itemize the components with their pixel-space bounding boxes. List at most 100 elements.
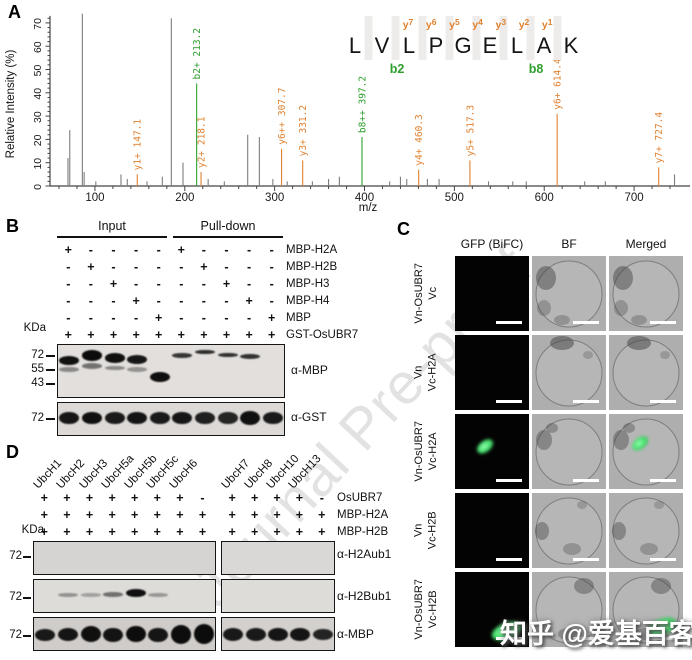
bifc-merged-image xyxy=(609,335,683,410)
blot-band xyxy=(104,353,125,363)
zhihu-watermark: 知乎 @爱基百客 xyxy=(500,619,692,649)
plus-minus-cell: - xyxy=(200,491,205,505)
chloroplast-smudge xyxy=(583,351,593,359)
peak-label-b2+: b2+ 213.2 xyxy=(192,28,203,79)
plus-minus-cell: + xyxy=(176,508,184,522)
plus-minus-cell: - xyxy=(111,311,116,325)
mw-marker-dash xyxy=(46,369,55,371)
b-ion-label-b8: b8 xyxy=(529,62,544,76)
chloroplast-smudge xyxy=(627,336,651,350)
x-tick-label: 400 xyxy=(355,192,374,204)
blot-band xyxy=(170,625,191,644)
bifc-row-label-text: Vn-OsUBR7 Vc-H2A xyxy=(412,421,441,482)
mw-marker-label: 72 xyxy=(9,550,22,562)
plus-minus-cell: - xyxy=(66,277,71,291)
protoplast-cell-photo xyxy=(535,260,603,328)
blot-band xyxy=(125,625,146,643)
plus-minus-cell: - xyxy=(247,311,252,325)
mw-marker-dash xyxy=(46,355,55,357)
mw-marker-dash xyxy=(46,383,55,385)
chloroplast-smudge xyxy=(535,522,549,540)
plus-minus-cell: + xyxy=(108,508,116,522)
blot-band xyxy=(268,627,288,642)
scale-bar xyxy=(573,479,599,482)
peak-label-y4+: y4+ 460.3 xyxy=(414,114,425,165)
plus-minus-cell: - xyxy=(269,277,274,291)
chloroplast-smudge xyxy=(574,578,594,594)
bifc-bf-image xyxy=(532,256,606,331)
blot-band xyxy=(57,592,78,597)
plus-minus-cell: + xyxy=(222,328,231,342)
mw-marker-label: 72 xyxy=(31,349,44,361)
blot-band xyxy=(81,363,102,369)
antibody-label: α-H2Bub1 xyxy=(337,589,392,603)
y-tick-label: 70 xyxy=(32,18,44,30)
plus-minus-cell: + xyxy=(108,491,116,505)
protoplast-outline xyxy=(612,418,680,486)
protoplast-outline xyxy=(535,497,603,565)
plus-minus-cell: - xyxy=(134,277,139,291)
plus-minus-cell: + xyxy=(85,525,94,539)
column-header-bf: BF xyxy=(561,237,577,251)
chloroplast-smudge xyxy=(654,501,664,509)
blot-band xyxy=(262,411,283,425)
y-ion-label-y4: y4 xyxy=(472,17,483,31)
blot-band xyxy=(127,367,148,373)
lane-label-ubch5c: UbcH5c xyxy=(144,453,182,492)
y-tick-label: 60 xyxy=(32,41,44,53)
plus-minus-cell: + xyxy=(109,277,118,291)
x-tick-label: 500 xyxy=(445,192,464,204)
b-ion-label-b2: b2 xyxy=(390,62,405,76)
chloroplast-smudge xyxy=(612,522,626,540)
mw-marker-label: 72 xyxy=(9,629,22,641)
y-ion-label-y6: y6 xyxy=(426,17,437,31)
blot-band xyxy=(59,367,80,373)
mw-marker-label: 43 xyxy=(31,377,44,389)
protoplast-outline xyxy=(612,260,680,328)
scale-bar xyxy=(650,479,676,482)
blot-band xyxy=(81,411,102,425)
blot-band xyxy=(104,365,125,371)
blot-band xyxy=(59,411,80,425)
plus-minus-cell: + xyxy=(176,491,184,505)
x-tick-label: 700 xyxy=(624,192,643,204)
y-tick-label: 20 xyxy=(32,134,44,146)
construct-bottom-label: Vc-H2A xyxy=(427,432,439,471)
blot-band xyxy=(125,588,146,598)
peak-label-y2+: y2+ 218.1 xyxy=(197,116,208,168)
lane-label-ubch5a: UbcH5a xyxy=(99,452,137,492)
scale-bar xyxy=(573,321,599,324)
peak-label-y6+: y6+ 614.4 xyxy=(553,58,564,110)
blot-band xyxy=(193,624,214,645)
plus-minus-cell: + xyxy=(108,525,116,539)
plus-minus-cell: + xyxy=(198,508,207,522)
plus-minus-cell: + xyxy=(64,243,72,257)
group-header-bar xyxy=(57,236,167,238)
bifc-merged-image xyxy=(609,256,683,331)
lane-label-ubch3: UbcH3 xyxy=(76,457,110,492)
blot-band xyxy=(104,411,125,425)
plus-minus-cell: - xyxy=(134,260,139,274)
blot-band xyxy=(35,628,56,642)
plus-minus-cell: - xyxy=(201,311,206,325)
peak-label-b8++: b8++ 397.2 xyxy=(357,76,368,133)
peak-label-y1+: y1+ 147.1 xyxy=(133,119,144,171)
chloroplast-smudge xyxy=(613,266,633,290)
peak-label-y3+: y3+ 331.2 xyxy=(298,105,309,156)
protoplast-cell-photo xyxy=(535,497,603,565)
plus-minus-cell: + xyxy=(131,508,139,522)
blot-band xyxy=(245,628,266,642)
chloroplast-smudge xyxy=(577,501,587,509)
blot-band xyxy=(59,355,80,365)
journal-preproof-watermark: Journal Pre-proof xyxy=(180,235,545,620)
western-blot-box-g2 xyxy=(221,617,335,651)
y-ion-label-y1: y1 xyxy=(542,17,553,31)
plus-minus-cell: - xyxy=(88,277,93,291)
blot-band xyxy=(103,627,124,642)
plus-minus-cell: + xyxy=(131,491,139,505)
protoplast-cell-photo xyxy=(535,336,603,407)
condition-label: MBP-H2B xyxy=(286,261,338,273)
y-axis-title: Relative Intensity (%) xyxy=(5,50,17,159)
plus-minus-cell: + xyxy=(131,525,139,539)
